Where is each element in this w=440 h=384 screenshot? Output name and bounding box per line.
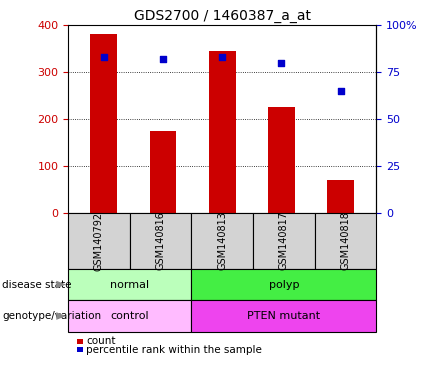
Point — [278, 60, 285, 66]
Text: genotype/variation: genotype/variation — [2, 311, 101, 321]
Text: percentile rank within the sample: percentile rank within the sample — [86, 345, 262, 355]
Bar — [209, 51, 235, 213]
Text: GSM140816: GSM140816 — [156, 212, 165, 270]
Bar — [327, 180, 354, 213]
Title: GDS2700 / 1460387_a_at: GDS2700 / 1460387_a_at — [134, 8, 311, 23]
Text: GSM140818: GSM140818 — [341, 212, 350, 270]
Text: PTEN mutant: PTEN mutant — [247, 311, 320, 321]
Text: disease state: disease state — [2, 280, 72, 290]
Point — [159, 56, 166, 62]
Point — [337, 88, 344, 94]
Bar — [150, 131, 176, 213]
Text: count: count — [86, 336, 116, 346]
Bar — [268, 107, 295, 213]
Text: GSM140813: GSM140813 — [217, 212, 227, 270]
Text: normal: normal — [110, 280, 149, 290]
Text: control: control — [110, 311, 149, 321]
Text: polyp: polyp — [268, 280, 299, 290]
Text: GSM140792: GSM140792 — [94, 212, 104, 270]
Point — [219, 54, 226, 60]
Text: GSM140817: GSM140817 — [279, 212, 289, 270]
Bar — [90, 34, 117, 213]
Point — [100, 54, 107, 60]
